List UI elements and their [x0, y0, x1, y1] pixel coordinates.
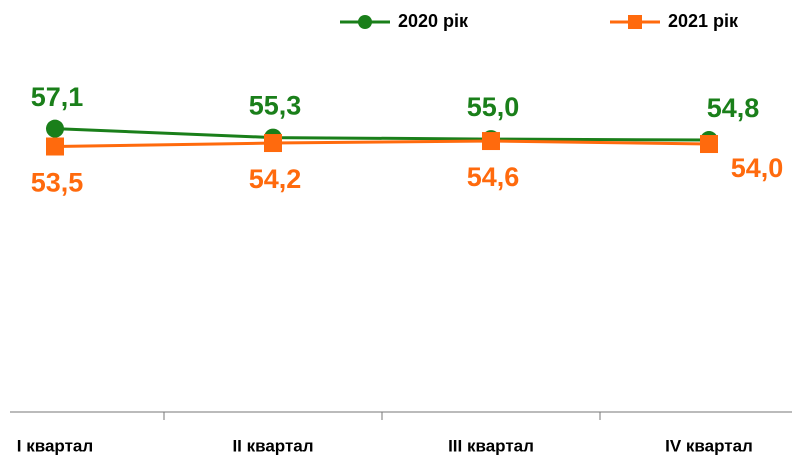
data-label: 53,5	[31, 168, 84, 198]
data-label: 57,1	[31, 82, 84, 112]
line	[54, 139, 710, 149]
legend-marker	[628, 15, 642, 29]
line	[54, 127, 710, 142]
point	[46, 119, 64, 138]
data-label: 54,2	[249, 164, 302, 194]
x-tick-label: I квартал	[17, 436, 93, 455]
data-label: 55,0	[467, 92, 520, 122]
data-label: 54,8	[707, 93, 760, 123]
point	[264, 134, 282, 153]
data-label: 54,6	[467, 162, 520, 192]
point	[700, 135, 718, 154]
x-tick-label: IV квартал	[665, 436, 753, 455]
legend-label: 2021 рік	[668, 11, 739, 31]
legend-label: 2020 рік	[398, 11, 469, 31]
x-tick-label: III квартал	[448, 436, 534, 455]
x-tick-label: II квартал	[232, 436, 313, 455]
legend-marker	[358, 15, 372, 29]
data-label: 55,3	[249, 91, 302, 121]
point	[46, 137, 64, 156]
point	[482, 132, 500, 151]
data-label: 54,0	[731, 153, 784, 183]
